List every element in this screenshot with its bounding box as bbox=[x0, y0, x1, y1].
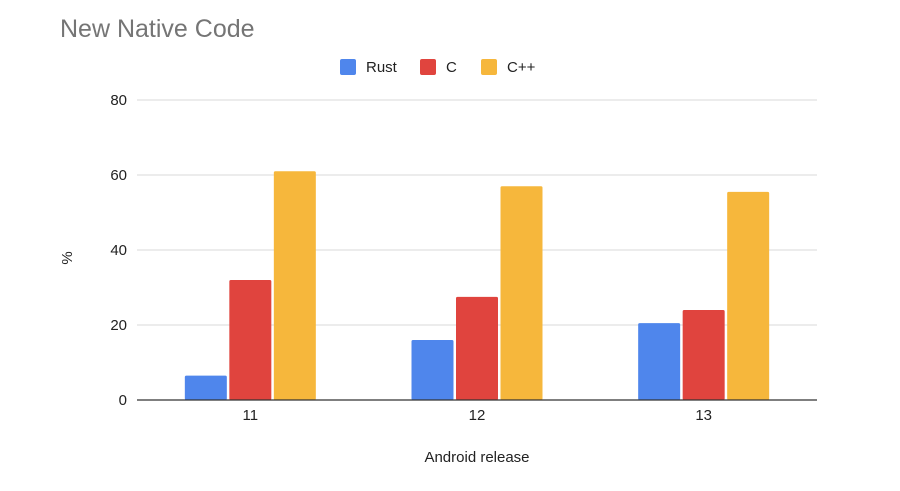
y-tick-label: 0 bbox=[119, 392, 127, 409]
y-tick-label: 40 bbox=[110, 242, 127, 259]
y-axis-ticks: 0 20 40 60 80 bbox=[110, 92, 127, 409]
bar-rust-11 bbox=[184, 375, 227, 400]
x-tick-label: 12 bbox=[469, 407, 486, 424]
legend-label-1: C bbox=[446, 59, 457, 76]
legend-label-0: Rust bbox=[366, 59, 398, 76]
bar-cpp-12 bbox=[500, 186, 543, 400]
x-axis-title: Android release bbox=[424, 449, 529, 466]
bars bbox=[184, 171, 770, 400]
chart-title: New Native Code bbox=[60, 15, 255, 43]
legend: Rust C C++ bbox=[340, 59, 536, 76]
y-tick-label: 80 bbox=[110, 92, 127, 109]
legend-label-2: C++ bbox=[507, 59, 536, 76]
bar-rust-13 bbox=[638, 323, 681, 400]
bar-c-13 bbox=[682, 310, 725, 400]
bar-c-12 bbox=[456, 296, 498, 400]
bar-cpp-11 bbox=[273, 171, 316, 400]
x-tick-label: 11 bbox=[243, 407, 259, 424]
legend-swatch-0 bbox=[340, 59, 356, 75]
y-tick-label: 20 bbox=[110, 317, 127, 334]
x-axis-ticks: 11 12 13 bbox=[243, 407, 712, 424]
bar-c-11 bbox=[229, 280, 272, 400]
bar-cpp-13 bbox=[727, 191, 770, 400]
bar-rust-12 bbox=[411, 340, 454, 400]
legend-swatch-2 bbox=[481, 59, 497, 75]
y-tick-label: 60 bbox=[110, 167, 127, 184]
y-axis-title: % bbox=[59, 251, 76, 264]
x-tick-label: 13 bbox=[695, 407, 712, 424]
legend-swatch-1 bbox=[420, 59, 436, 75]
